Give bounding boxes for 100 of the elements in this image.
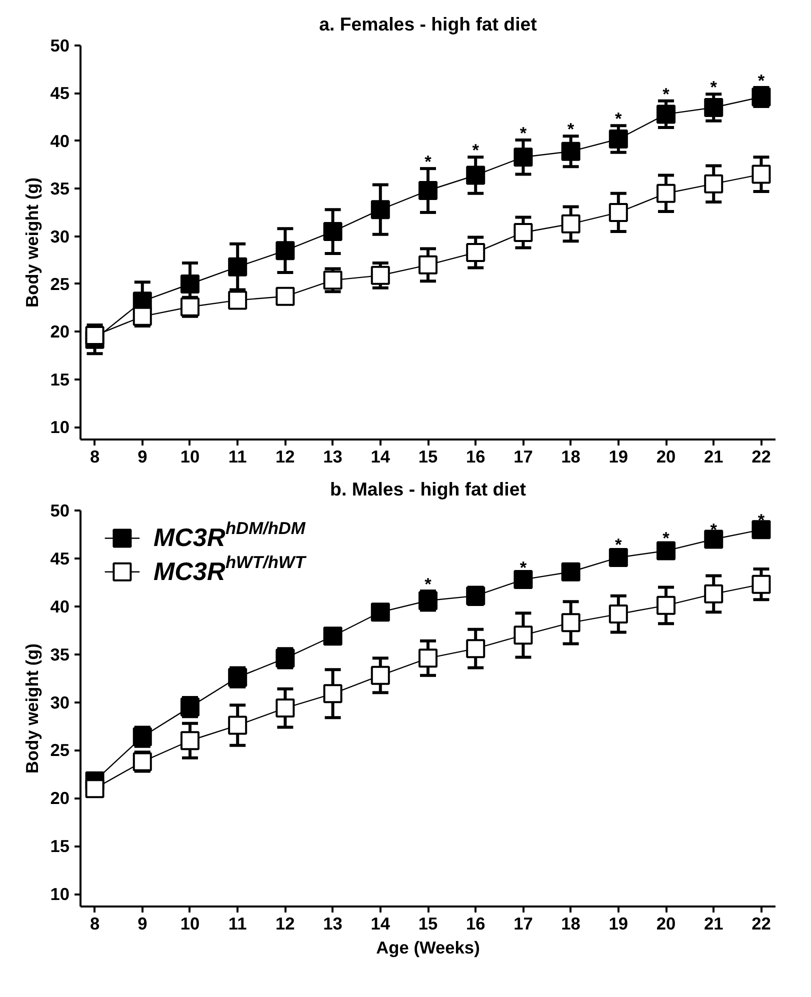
- x-tick-label: 10: [180, 914, 200, 934]
- x-tick-label: 14: [370, 914, 390, 934]
- point: [228, 716, 248, 735]
- point: [704, 530, 724, 549]
- y-tick-label: 10: [50, 884, 70, 904]
- y-tick-label: 35: [50, 644, 70, 664]
- point: [418, 648, 438, 668]
- y-axis-title: Body weight (g): [22, 178, 42, 308]
- x-axis-title: Age (Weeks): [376, 938, 480, 958]
- point: [276, 241, 295, 260]
- annotation: *: [710, 519, 718, 540]
- y-tick-label: 45: [50, 83, 70, 104]
- y-tick-label: 40: [50, 596, 70, 616]
- y-tick-label: 10: [50, 417, 70, 438]
- y-tick-label: 40: [50, 130, 70, 151]
- y-tick-label: 15: [50, 369, 70, 390]
- point: [370, 200, 390, 220]
- annotation: *: [615, 108, 622, 129]
- point: [514, 626, 533, 645]
- x-tick-label: 20: [656, 914, 676, 934]
- x-tick-label: 14: [370, 446, 390, 466]
- x-tick-label: 15: [418, 446, 438, 466]
- x-tick-label: 12: [276, 446, 295, 466]
- annotation: *: [758, 70, 765, 90]
- x-tick-label: 22: [752, 914, 771, 934]
- point: [228, 257, 248, 276]
- y-tick-label: 25: [50, 274, 70, 294]
- point: [370, 666, 390, 685]
- x-tick-label: 13: [323, 446, 343, 466]
- chart-title: b. Males - high fat diet: [330, 478, 526, 500]
- point: [180, 731, 200, 750]
- point: [752, 164, 771, 184]
- annotation: *: [520, 558, 527, 578]
- x-tick-label: 8: [90, 914, 100, 934]
- point: [514, 222, 533, 242]
- x-tick-label: 20: [656, 446, 676, 466]
- point: [85, 326, 104, 346]
- x-tick-label: 18: [561, 446, 581, 466]
- point: [323, 684, 342, 704]
- annotation: *: [472, 140, 480, 160]
- point: [561, 214, 580, 234]
- point: [323, 222, 342, 242]
- annotation: *: [567, 119, 574, 140]
- x-tick-label: 11: [228, 446, 248, 466]
- point: [704, 584, 724, 604]
- x-tick-label: 9: [138, 914, 148, 934]
- point: [608, 604, 628, 624]
- point: [514, 148, 533, 167]
- point: [608, 202, 628, 222]
- y-tick-label: 30: [50, 692, 70, 712]
- annotation: *: [662, 84, 670, 104]
- y-tick-label: 45: [50, 548, 70, 568]
- annotation: *: [662, 528, 670, 548]
- x-tick-label: 18: [561, 914, 581, 934]
- point: [561, 142, 580, 161]
- x-tick-label: 19: [608, 914, 628, 934]
- point: [656, 184, 676, 203]
- y-axis-title: Body weight (g): [22, 644, 42, 774]
- x-tick-label: 9: [138, 446, 148, 466]
- point: [276, 698, 295, 718]
- point: [656, 104, 676, 124]
- point: [370, 602, 390, 622]
- point: [466, 166, 486, 185]
- annotation: *: [424, 574, 432, 594]
- annotation: *: [710, 77, 718, 98]
- point: [656, 596, 676, 615]
- x-tick-label: 21: [704, 914, 724, 934]
- point: [608, 548, 628, 567]
- point: [704, 98, 724, 118]
- y-tick-label: 30: [50, 226, 70, 246]
- point: [466, 639, 486, 658]
- y-tick-label: 20: [50, 788, 70, 808]
- point: [608, 129, 628, 148]
- point: [418, 255, 438, 274]
- annotation: *: [615, 534, 622, 555]
- x-tick-label: 17: [514, 446, 533, 466]
- y-tick-label: 15: [50, 836, 70, 856]
- point: [561, 613, 580, 632]
- point: [323, 626, 342, 646]
- x-tick-label: 11: [228, 914, 248, 934]
- x-tick-label: 8: [90, 446, 100, 466]
- point: [418, 181, 438, 200]
- y-tick-label: 35: [50, 178, 70, 199]
- annotation: *: [424, 152, 432, 172]
- point: [704, 174, 724, 194]
- point: [752, 574, 771, 594]
- x-tick-label: 21: [704, 446, 724, 466]
- annotation: *: [520, 122, 527, 143]
- point: [276, 286, 295, 306]
- y-tick-label: 50: [50, 36, 70, 56]
- chart-title: a. Females - high fat diet: [319, 14, 537, 34]
- x-tick-label: 16: [466, 914, 486, 934]
- point: [466, 243, 486, 262]
- x-tick-label: 13: [323, 914, 343, 934]
- point: [370, 266, 390, 285]
- x-tick-label: 16: [466, 446, 486, 466]
- x-tick-label: 12: [276, 914, 295, 934]
- point: [180, 274, 200, 294]
- point: [561, 562, 580, 582]
- point: [132, 306, 152, 326]
